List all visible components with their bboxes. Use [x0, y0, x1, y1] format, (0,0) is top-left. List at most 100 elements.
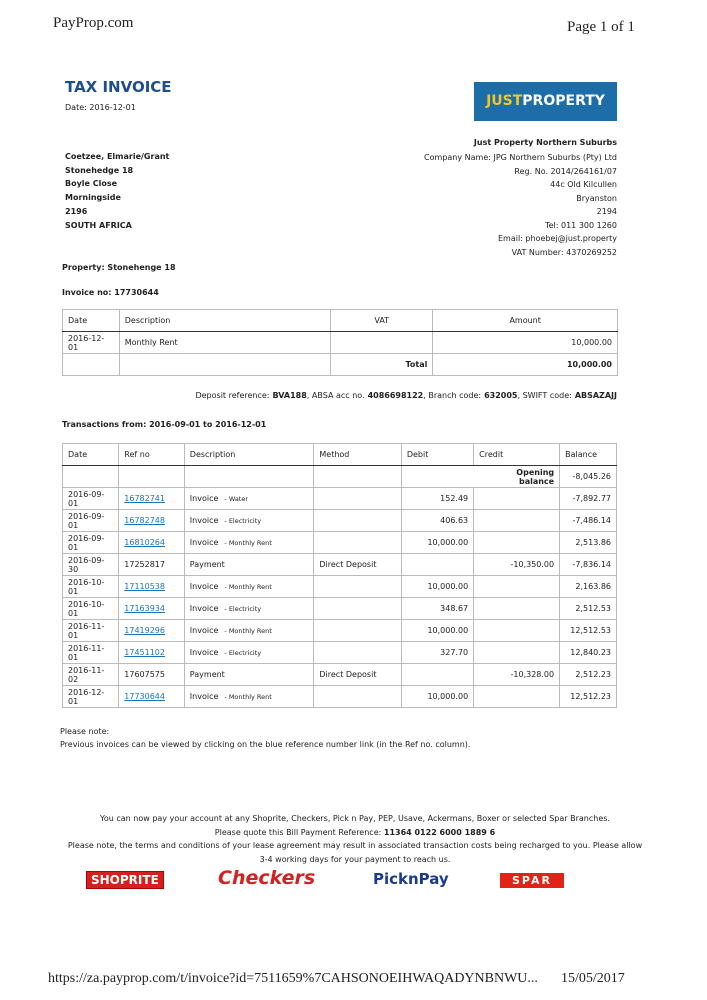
cell: 2016-10-01	[61, 597, 120, 620]
transactions-table: Date Ref no Description Method Debit Credit Ba…	[61, 443, 617, 708]
cell: 2016-11-01	[61, 641, 120, 664]
tenant-address: Coetzee, Elmarie/Grant Stonehedge 18 Boyle…	[65, 150, 169, 232]
detail: - Monthly Rent	[224, 539, 272, 547]
property: Property: Stonehenge 18	[62, 263, 176, 272]
cell: 2016-09-01	[61, 531, 120, 554]
address-line: Bryanston	[576, 193, 617, 203]
detail: - Monthly Rent	[224, 583, 272, 591]
cell	[313, 619, 402, 642]
cell: Invoice - Electricity	[183, 509, 315, 532]
cell: 2,513.86	[559, 531, 617, 554]
cell	[183, 465, 315, 488]
cell: Invoice - Monthly Rent	[183, 531, 315, 554]
cell: 2016-11-01	[61, 619, 120, 642]
ref-link[interactable]: 17163934	[124, 604, 165, 613]
ref-link[interactable]: 17451102	[124, 648, 165, 657]
cell: Invoice - Monthly Rent	[183, 685, 315, 708]
note-title: Please note:	[60, 727, 110, 736]
opening-row: Opening balance -8,045.26	[61, 465, 617, 488]
description: Invoice	[189, 626, 219, 635]
cell: Direct Deposit	[313, 553, 402, 576]
address-line: Tel: 011 300 1260	[545, 220, 617, 230]
note-text: Previous invoices can be viewed by click…	[60, 740, 471, 749]
description: Invoice	[189, 516, 219, 525]
store-logo: SHOPRITE	[86, 871, 164, 889]
cell: 2,512.23	[559, 663, 617, 686]
cell: 17419296	[118, 619, 185, 642]
store-logo: PicknPay	[373, 870, 449, 888]
address-line: Email: phoebej@just.property	[497, 234, 617, 243]
ref-link[interactable]: 17110538	[124, 582, 165, 591]
url: https://za.payprop.com/t/invoice?id=7511…	[48, 971, 538, 986]
row: 2016-11-02 17607575 Payment Direct Deposit -…	[61, 663, 617, 686]
cell: 17730644	[118, 685, 185, 708]
deposit-label: Deposit reference:	[195, 391, 270, 400]
address-line: 44c Old Kilcullen	[550, 180, 617, 189]
address-line: Company Name: JPG Northern Suburbs (Pty)…	[424, 153, 617, 162]
cell: 10,000.00	[400, 531, 475, 554]
cell	[62, 353, 120, 376]
cell	[313, 597, 402, 620]
cell: Payment	[183, 553, 315, 576]
cell: Direct Deposit	[313, 663, 402, 686]
header-cell: Description	[183, 443, 315, 466]
header-cell: Date	[62, 309, 120, 332]
address-line: SOUTH AFRICA	[65, 220, 132, 230]
logo: JUSTPROPERTY	[474, 82, 617, 121]
payment-info: You can now pay your account at any Shop…	[60, 812, 650, 866]
cell: 16782748	[118, 509, 185, 532]
row: 2016-11-01 17419296 Invoice - Monthly Rent 1…	[61, 619, 617, 642]
detail: - Electricity	[224, 605, 262, 613]
cell: Invoice - Monthly Rent	[183, 619, 315, 642]
cell	[400, 663, 475, 686]
row: 2016-11-01 17451102 Invoice - Electricity 32…	[61, 641, 617, 664]
row: 2016-09-01 16782741 Invoice - Water 152.49 -7…	[61, 487, 617, 510]
cell: 406.63	[400, 509, 475, 532]
cell: -8,045.26	[559, 465, 617, 488]
transactions-title: Transactions from: 2016-09-01 to 2016-12…	[62, 420, 267, 429]
ref-link[interactable]: 17730644	[124, 692, 165, 701]
cell	[400, 553, 475, 576]
cell: 2,512.53	[559, 597, 617, 620]
deposit-label: , SWIFT code:	[517, 391, 572, 400]
cell: 12,512.23	[559, 685, 617, 708]
header-cell: Amount	[432, 309, 618, 332]
address-line: Reg. No. 2014/264161/07	[514, 166, 617, 176]
cell: 2016-12-01	[62, 331, 120, 354]
header-cell: Balance	[559, 443, 617, 466]
cell: 10,000.00	[432, 353, 618, 376]
page-number: Page 1 of 1	[567, 19, 635, 35]
cell	[313, 509, 402, 532]
cell: 12,840.23	[559, 641, 617, 664]
ref-link[interactable]: 17419296	[124, 626, 165, 635]
row: 2016-12-01 Monthly Rent 10,000.00	[62, 331, 618, 354]
cell: 17110538	[118, 575, 185, 598]
header-cell: Description	[118, 309, 332, 332]
address-line: Morningside	[65, 193, 121, 203]
cell: 17451102	[118, 641, 185, 664]
ref-link[interactable]: 16782748	[124, 516, 165, 525]
address-line: 2194	[596, 207, 617, 216]
description: Invoice	[189, 494, 219, 503]
description: Invoice	[189, 648, 219, 657]
invoice-number: Invoice no: 17730644	[62, 288, 159, 297]
detail: - Water	[224, 495, 249, 503]
header-row: Date Ref no Description Method Debit Credit Ba…	[61, 443, 617, 466]
total-row: Total 10,000.00	[62, 353, 618, 376]
cell	[330, 331, 434, 354]
cell: 2016-10-01	[61, 575, 120, 598]
cell: 16810264	[118, 531, 185, 554]
ref-link[interactable]: 16810264	[124, 538, 165, 547]
cell	[313, 531, 402, 554]
cell	[61, 465, 120, 488]
cell: 17607575	[118, 663, 185, 686]
row: 2016-12-01 17730644 Invoice - Monthly Rent 1…	[61, 685, 617, 708]
ref-link[interactable]: 16782741	[124, 494, 165, 503]
header-cell: Debit	[400, 443, 475, 466]
cell: 10,000.00	[400, 619, 475, 642]
cell: -7,836.14	[559, 553, 617, 576]
row: 2016-10-01 17163934 Invoice - Electricity 34…	[61, 597, 617, 620]
description: Payment	[189, 670, 225, 679]
cell	[473, 487, 561, 510]
